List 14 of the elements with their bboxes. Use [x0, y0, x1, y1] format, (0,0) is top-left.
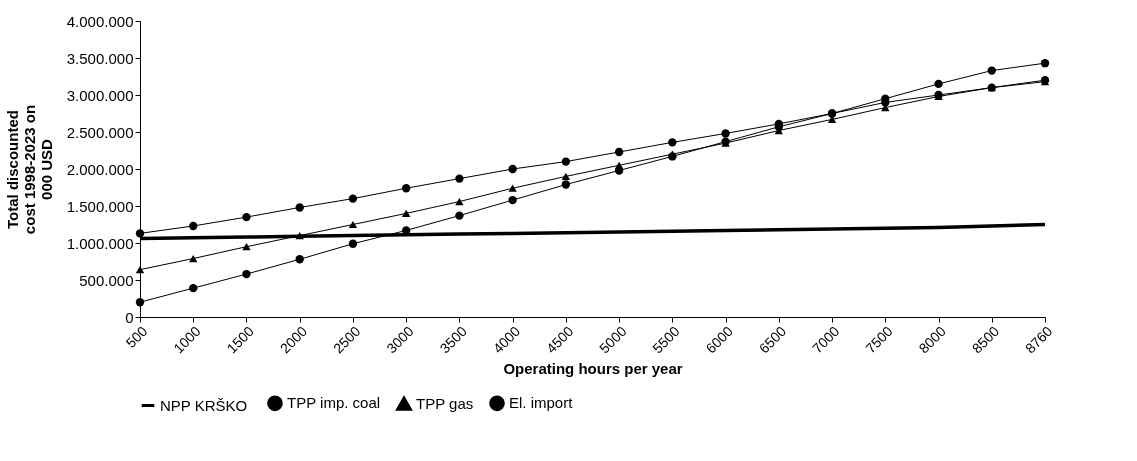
y-tick-label: 2.500.000 [66, 123, 134, 141]
legend-label: TPP imp. coal [287, 394, 381, 412]
y-tick-label: 3.500.000 [66, 49, 134, 67]
x-axis-title: Operating hours per year [503, 360, 683, 378]
legend-label: TPP gas [416, 394, 474, 412]
y-tick-label: 1.500.000 [66, 197, 134, 215]
legend-label: El. import [509, 394, 574, 412]
y-tick-label: 4.000.000 [66, 12, 134, 30]
y-tick-label: 3.000.000 [66, 86, 134, 104]
y-tick-label: 500.000 [79, 271, 134, 289]
y-tick-label: 2.000.000 [66, 160, 134, 178]
y-tick-label: 1.000.000 [66, 234, 134, 252]
y-axis-title: Total discounted cost 1998-2023 on 000 USD [3, 104, 55, 235]
legend-label: NPP KRŠKO [160, 396, 248, 414]
